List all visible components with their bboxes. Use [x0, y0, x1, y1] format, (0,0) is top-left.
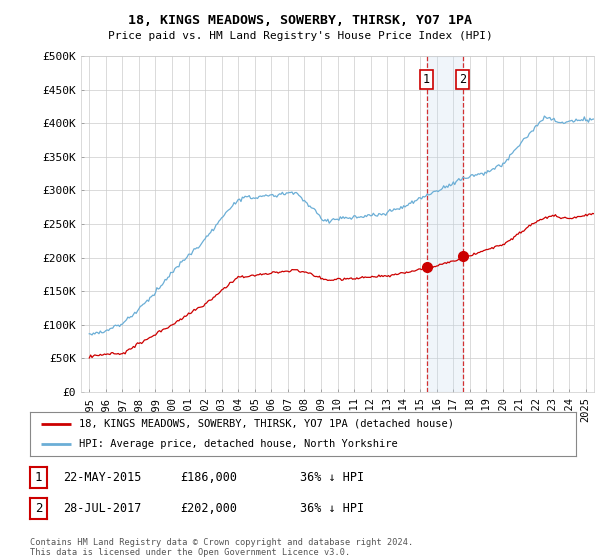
Text: 36% ↓ HPI: 36% ↓ HPI: [300, 471, 364, 484]
Text: Contains HM Land Registry data © Crown copyright and database right 2024.
This d: Contains HM Land Registry data © Crown c…: [30, 538, 413, 557]
Text: 1: 1: [35, 471, 42, 484]
Bar: [427, 56, 463, 392]
Text: Price paid vs. HM Land Registry's House Price Index (HPI): Price paid vs. HM Land Registry's House …: [107, 31, 493, 41]
Text: HPI: Average price, detached house, North Yorkshire: HPI: Average price, detached house, Nort…: [79, 439, 398, 449]
Text: 18, KINGS MEADOWS, SOWERBY, THIRSK, YO7 1PA: 18, KINGS MEADOWS, SOWERBY, THIRSK, YO7 …: [128, 14, 472, 27]
Text: 18, KINGS MEADOWS, SOWERBY, THIRSK, YO7 1PA (detached house): 18, KINGS MEADOWS, SOWERBY, THIRSK, YO7 …: [79, 419, 454, 429]
Text: 2: 2: [459, 73, 466, 86]
Text: 1: 1: [423, 73, 430, 86]
Text: 22-MAY-2015: 22-MAY-2015: [63, 471, 142, 484]
Text: 28-JUL-2017: 28-JUL-2017: [63, 502, 142, 515]
Text: £186,000: £186,000: [180, 471, 237, 484]
Text: £202,000: £202,000: [180, 502, 237, 515]
Text: 36% ↓ HPI: 36% ↓ HPI: [300, 502, 364, 515]
Text: 2: 2: [35, 502, 42, 515]
